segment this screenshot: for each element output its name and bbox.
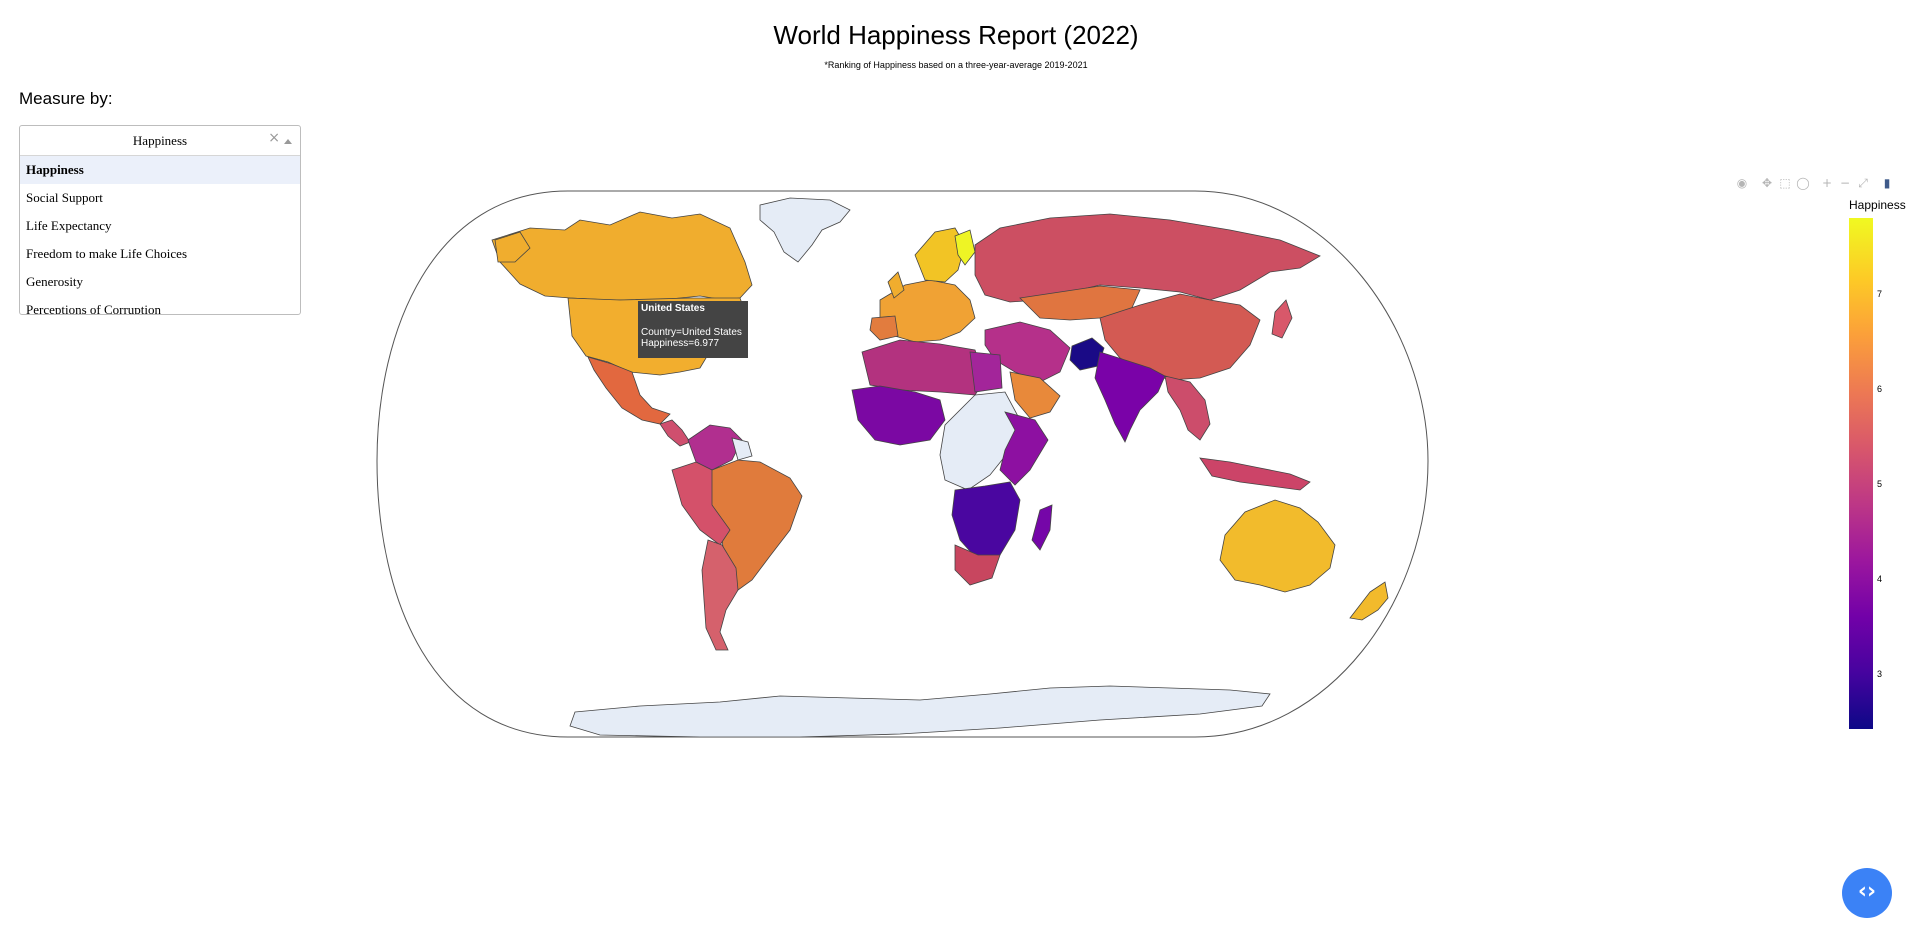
code-toggle-button[interactable]: ‹›: [1842, 868, 1892, 918]
box-select-icon[interactable]: ⬚: [1779, 176, 1791, 190]
tooltip-value: Happiness=6.977: [641, 338, 720, 349]
country-russia[interactable]: [974, 213, 1321, 303]
plotly-logo-icon[interactable]: ▮: [1883, 176, 1891, 190]
dropdown-option-happiness[interactable]: Happiness: [20, 156, 300, 184]
reset-icon[interactable]: ⤢: [1858, 176, 1868, 190]
chart-subtitle: *Ranking of Happiness based on a three-y…: [824, 60, 1088, 70]
measure-dropdown[interactable]: Happiness × Happiness Social Support Lif…: [19, 125, 301, 315]
colorbar-tick: 5: [1877, 479, 1883, 489]
country-madagascar[interactable]: [1031, 504, 1053, 551]
country-west-africa[interactable]: [851, 385, 946, 446]
pan-icon[interactable]: ✥: [1761, 176, 1773, 190]
measure-label: Measure by:: [19, 89, 113, 108]
country-southern-africa[interactable]: [951, 481, 1021, 561]
dropdown-control[interactable]: Happiness ×: [20, 126, 300, 156]
country-finland[interactable]: [954, 229, 976, 266]
zoom-out-icon[interactable]: −: [1839, 176, 1851, 190]
country-argentina-chile[interactable]: [701, 539, 739, 651]
dropdown-option-freedom[interactable]: Freedom to make Life Choices: [26, 246, 188, 261]
dropdown-option-social-support[interactable]: Social Support: [26, 190, 103, 205]
country-central-africa[interactable]: [939, 391, 1021, 491]
colorbar-tick: 6: [1877, 384, 1883, 394]
colorbar-title: Happiness: [1849, 198, 1906, 212]
country-alaska[interactable]: [494, 231, 531, 263]
country-east-africa[interactable]: [999, 411, 1049, 486]
country-india[interactable]: [1094, 351, 1166, 443]
country-south-africa[interactable]: [954, 544, 1001, 586]
country-greenland[interactable]: [759, 197, 851, 263]
country-new-zealand[interactable]: [1349, 581, 1389, 621]
tooltip-country: Country=United States: [641, 327, 742, 338]
country-australia[interactable]: [1219, 499, 1336, 593]
colorbar-tick: 7: [1877, 289, 1883, 299]
country-guyana[interactable]: [731, 437, 753, 461]
dropdown-option-generosity[interactable]: Generosity: [26, 274, 84, 289]
hover-tooltip: United States Country=United States Happ…: [638, 301, 748, 358]
country-middle-east[interactable]: [984, 321, 1071, 383]
zoom-in-icon[interactable]: +: [1821, 176, 1833, 190]
clear-icon[interactable]: ×: [268, 130, 280, 146]
country-mexico[interactable]: [587, 356, 671, 425]
country-saudi-arabia[interactable]: [1009, 371, 1061, 419]
colorbar-tick: 3: [1877, 669, 1883, 679]
lasso-icon[interactable]: ◯: [1796, 176, 1810, 190]
colorbar: [1849, 218, 1873, 729]
dropdown-option-corruption[interactable]: Perceptions of Corruption: [26, 302, 162, 315]
chart-title: World Happiness Report (2022): [773, 20, 1139, 50]
country-antarctica[interactable]: [569, 685, 1271, 738]
camera-icon[interactable]: ◉: [1736, 176, 1748, 190]
country-canada[interactable]: [491, 211, 753, 301]
country-southeast-asia[interactable]: [1164, 375, 1211, 441]
colorbar-tick: 4: [1877, 574, 1883, 584]
dropdown-value: Happiness: [132, 133, 188, 148]
country-egypt[interactable]: [969, 351, 1003, 393]
country-iberia[interactable]: [869, 315, 899, 341]
chevron-up-icon[interactable]: [284, 139, 292, 144]
tooltip-header: United States: [641, 303, 705, 314]
country-uk[interactable]: [887, 271, 905, 299]
dropdown-option-life-expectancy[interactable]: Life Expectancy: [26, 218, 112, 233]
country-peru-bolivia[interactable]: [671, 461, 731, 546]
country-indonesia[interactable]: [1199, 457, 1311, 491]
country-japan[interactable]: [1271, 299, 1293, 339]
